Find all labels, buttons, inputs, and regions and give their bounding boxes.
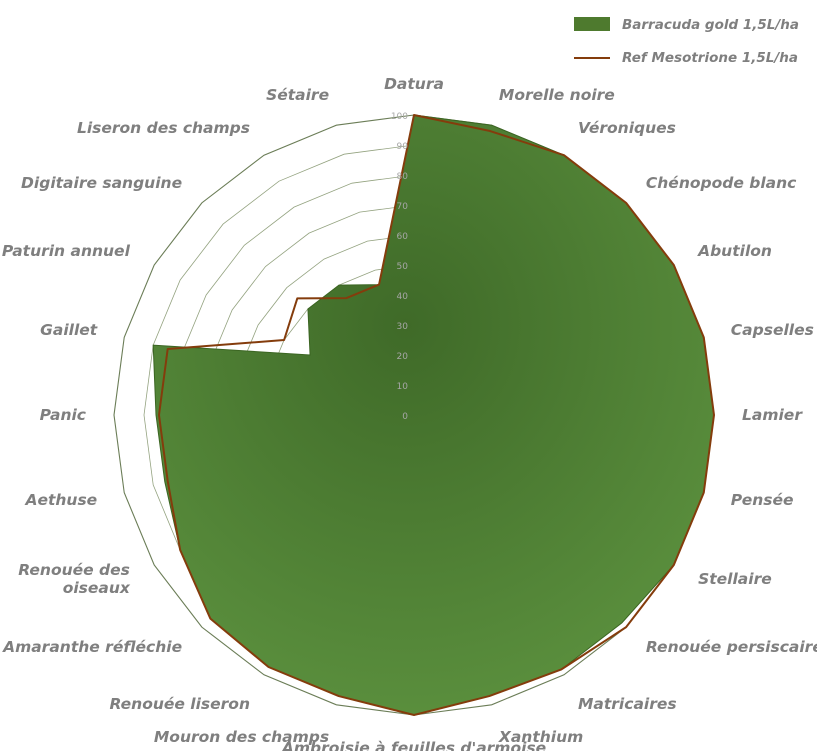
category-label-renouee-des-oiseaux: Renouée des oiseaux (18, 561, 131, 597)
category-label-datura: Datura (384, 75, 444, 93)
category-label-veroniques: Véroniques (578, 119, 676, 137)
category-label-morelle-noire: Morelle noire (499, 86, 615, 104)
category-label-capselles: Capselles (731, 321, 814, 339)
radial-tick-labels: 0 10 20 30 40 50 60 70 80 90 100 (391, 112, 408, 422)
series-ref-mesotrione-1-5l-ha-line (158, 114, 715, 716)
category-label-renouee-persiscaire: Renouée persiscaire (646, 638, 817, 656)
category-label-digitaire-sanguine: Digitaire sanguine (21, 174, 182, 192)
category-label-panic: Panic (40, 406, 86, 424)
tick-label-30: 30 (397, 322, 409, 332)
tick-label-50: 50 (397, 262, 409, 272)
category-label-lamier: Lamier (742, 406, 803, 424)
category-label-pensee: Pensée (731, 491, 794, 509)
category-label-ambroisie-a-feuilles-d-armoise: Ambroisie à feuilles d'armoise (281, 739, 546, 751)
category-label-setaire: Sétaire (266, 86, 329, 104)
category-label-matricaires: Matricaires (578, 695, 677, 713)
tick-label-10: 10 (397, 382, 409, 392)
category-label-gaillet: Gaillet (40, 321, 98, 339)
series-barracuda-gold-1-5l-ha-area (152, 114, 715, 716)
series-layer (152, 114, 715, 716)
legend: Barracuda gold 1,5L/ha Ref Mesotrione 1,… (574, 17, 799, 66)
category-label-renouee-liseron: Renouée liseron (109, 695, 250, 713)
legend-swatch-barracuda-gold (574, 17, 610, 31)
category-labels: Datura Morelle noire Véroniques Chénopode b… (2, 75, 817, 751)
legend-label-barracuda-gold: Barracuda gold 1,5L/ha (622, 17, 799, 33)
category-label-stellaire: Stellaire (698, 570, 772, 588)
category-label-chenopode-blanc: Chénopode blanc (646, 174, 796, 192)
tick-label-80: 80 (397, 172, 409, 182)
tick-label-40: 40 (397, 292, 409, 302)
category-label-aethuse: Aethuse (24, 491, 97, 509)
tick-label-100: 100 (391, 112, 408, 122)
category-label-mouron-des-champs: Mouron des champs (154, 728, 329, 746)
category-label-paturin-annuel: Paturin annuel (2, 242, 131, 260)
tick-label-0: 0 (402, 412, 408, 422)
category-label-abutilon: Abutilon (697, 242, 772, 260)
legend-label-ref-mesotrione: Ref Mesotrione 1,5L/ha (622, 50, 798, 66)
tick-label-60: 60 (397, 232, 409, 242)
tick-label-90: 90 (397, 142, 409, 152)
category-label-liseron-des-champs: Liseron des champs (77, 119, 250, 137)
category-label-xanthium: Xanthium (498, 728, 583, 746)
tick-label-20: 20 (397, 352, 409, 362)
tick-label-70: 70 (397, 202, 409, 212)
category-label-amaranthe-reflechie: Amaranthe réfléchie (2, 638, 182, 656)
